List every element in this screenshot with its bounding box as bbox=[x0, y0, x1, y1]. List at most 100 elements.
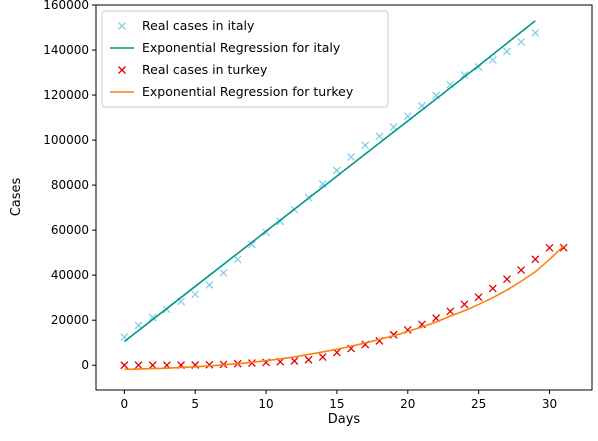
data-point bbox=[148, 361, 157, 370]
data-point-stroke-b bbox=[446, 80, 455, 89]
data-point bbox=[503, 47, 511, 56]
data-point-stroke-b bbox=[432, 91, 441, 100]
data-point bbox=[559, 243, 568, 252]
data-point bbox=[318, 353, 327, 362]
data-point bbox=[205, 360, 214, 369]
data-point-stroke-b bbox=[488, 284, 497, 293]
data-point-stroke-b bbox=[460, 300, 469, 309]
data-point-stroke-b bbox=[460, 71, 469, 79]
data-point bbox=[488, 55, 497, 64]
x-axis-ticks: 0 5 10 15 20 25 30 bbox=[121, 390, 557, 411]
data-point-stroke-b bbox=[332, 166, 341, 175]
legend-marker-swatch bbox=[118, 22, 126, 30]
x-tick-label: 15 bbox=[329, 397, 344, 411]
data-point bbox=[517, 266, 526, 274]
data-point-stroke-b bbox=[488, 55, 497, 64]
y-tick-label: 120000 bbox=[43, 88, 89, 102]
data-point-stroke-b bbox=[120, 361, 129, 370]
data-point-stroke-b bbox=[517, 266, 526, 274]
legend-item: Real cases in italy bbox=[118, 18, 255, 33]
data-point-stroke-b bbox=[332, 348, 341, 357]
legend-box bbox=[101, 10, 389, 108]
data-point-stroke-b bbox=[417, 320, 426, 329]
x-axis-label: Days bbox=[328, 412, 361, 427]
data-point-stroke-b bbox=[290, 357, 299, 365]
data-point bbox=[148, 313, 157, 322]
y-tick-label: 0 bbox=[81, 358, 89, 372]
data-point-stroke-b bbox=[417, 101, 426, 110]
x-tick-label: 30 bbox=[542, 397, 557, 411]
data-point-stroke-b bbox=[148, 361, 157, 370]
plot-frame bbox=[95, 4, 593, 391]
data-point-stroke-b bbox=[304, 355, 313, 364]
x-tick-label: 25 bbox=[471, 397, 486, 411]
data-point bbox=[134, 361, 143, 370]
data-point-stroke-b bbox=[559, 243, 568, 252]
data-point bbox=[460, 71, 469, 79]
data-point bbox=[120, 361, 129, 370]
data-point-stroke-b bbox=[148, 313, 157, 322]
data-point-stroke-b bbox=[177, 297, 185, 306]
data-point bbox=[347, 153, 356, 161]
legend-label: Real cases in turkey bbox=[142, 62, 268, 77]
data-point-stroke-b bbox=[517, 37, 526, 46]
legend-label: Exponential Regression for turkey bbox=[142, 84, 354, 99]
series-real-cases-in-turkey bbox=[120, 243, 568, 370]
y-tick-label: 100000 bbox=[43, 133, 89, 147]
data-point-stroke-b bbox=[134, 361, 143, 370]
data-point bbox=[191, 290, 200, 299]
data-point bbox=[531, 255, 540, 264]
data-point-stroke-b bbox=[276, 357, 285, 366]
y-tick-label: 60000 bbox=[51, 223, 89, 237]
data-point bbox=[545, 243, 554, 252]
data-point bbox=[503, 275, 511, 284]
data-point-stroke-b bbox=[503, 275, 511, 284]
data-point bbox=[361, 141, 370, 150]
data-point-stroke-b bbox=[219, 268, 228, 277]
series-line bbox=[123, 20, 536, 343]
data-point-stroke-b bbox=[247, 240, 256, 249]
x-tick-label: 10 bbox=[258, 397, 273, 411]
series-line bbox=[124, 245, 565, 371]
data-point bbox=[332, 166, 341, 175]
x-tick-label: 5 bbox=[191, 397, 199, 411]
data-point bbox=[134, 321, 143, 330]
data-point-stroke-b bbox=[318, 353, 327, 362]
legend-item: Exponential Regression for turkey bbox=[110, 84, 354, 99]
data-point bbox=[474, 293, 483, 302]
data-point-stroke-b bbox=[474, 293, 483, 302]
y-tick-label: 80000 bbox=[51, 178, 89, 192]
data-point bbox=[531, 28, 540, 37]
y-tick-label: 20000 bbox=[51, 313, 89, 327]
data-point-stroke-b bbox=[446, 307, 455, 316]
data-point bbox=[290, 357, 299, 365]
data-point bbox=[205, 280, 214, 289]
x-tick-label: 0 bbox=[121, 397, 129, 411]
legend-label: Real cases in italy bbox=[142, 18, 255, 33]
data-point bbox=[488, 284, 497, 293]
y-tick-label: 160000 bbox=[43, 0, 89, 12]
y-tick-label: 40000 bbox=[51, 268, 89, 282]
data-point-stroke-b bbox=[233, 255, 242, 264]
y-axis-label: Cases bbox=[9, 177, 24, 216]
data-point bbox=[233, 255, 242, 264]
series-layer bbox=[120, 20, 568, 371]
data-point-stroke-b bbox=[361, 141, 370, 150]
legend-marker-swatch-stroke-b bbox=[118, 22, 126, 30]
data-point bbox=[517, 37, 526, 46]
data-point bbox=[446, 307, 455, 316]
legend-item: Real cases in turkey bbox=[118, 62, 268, 77]
data-point-stroke-b bbox=[531, 255, 540, 264]
data-point bbox=[247, 240, 256, 249]
data-point-stroke-b bbox=[545, 243, 554, 252]
data-point-stroke-b bbox=[134, 321, 143, 330]
data-point bbox=[460, 300, 469, 309]
legend-marker-swatch-stroke-b bbox=[118, 66, 126, 74]
legend-marker-swatch bbox=[118, 66, 126, 74]
series-exponential-regression-for-italy bbox=[123, 20, 536, 343]
y-tick-label: 140000 bbox=[43, 43, 89, 57]
data-point-stroke-b bbox=[403, 112, 412, 121]
data-point bbox=[375, 132, 384, 141]
